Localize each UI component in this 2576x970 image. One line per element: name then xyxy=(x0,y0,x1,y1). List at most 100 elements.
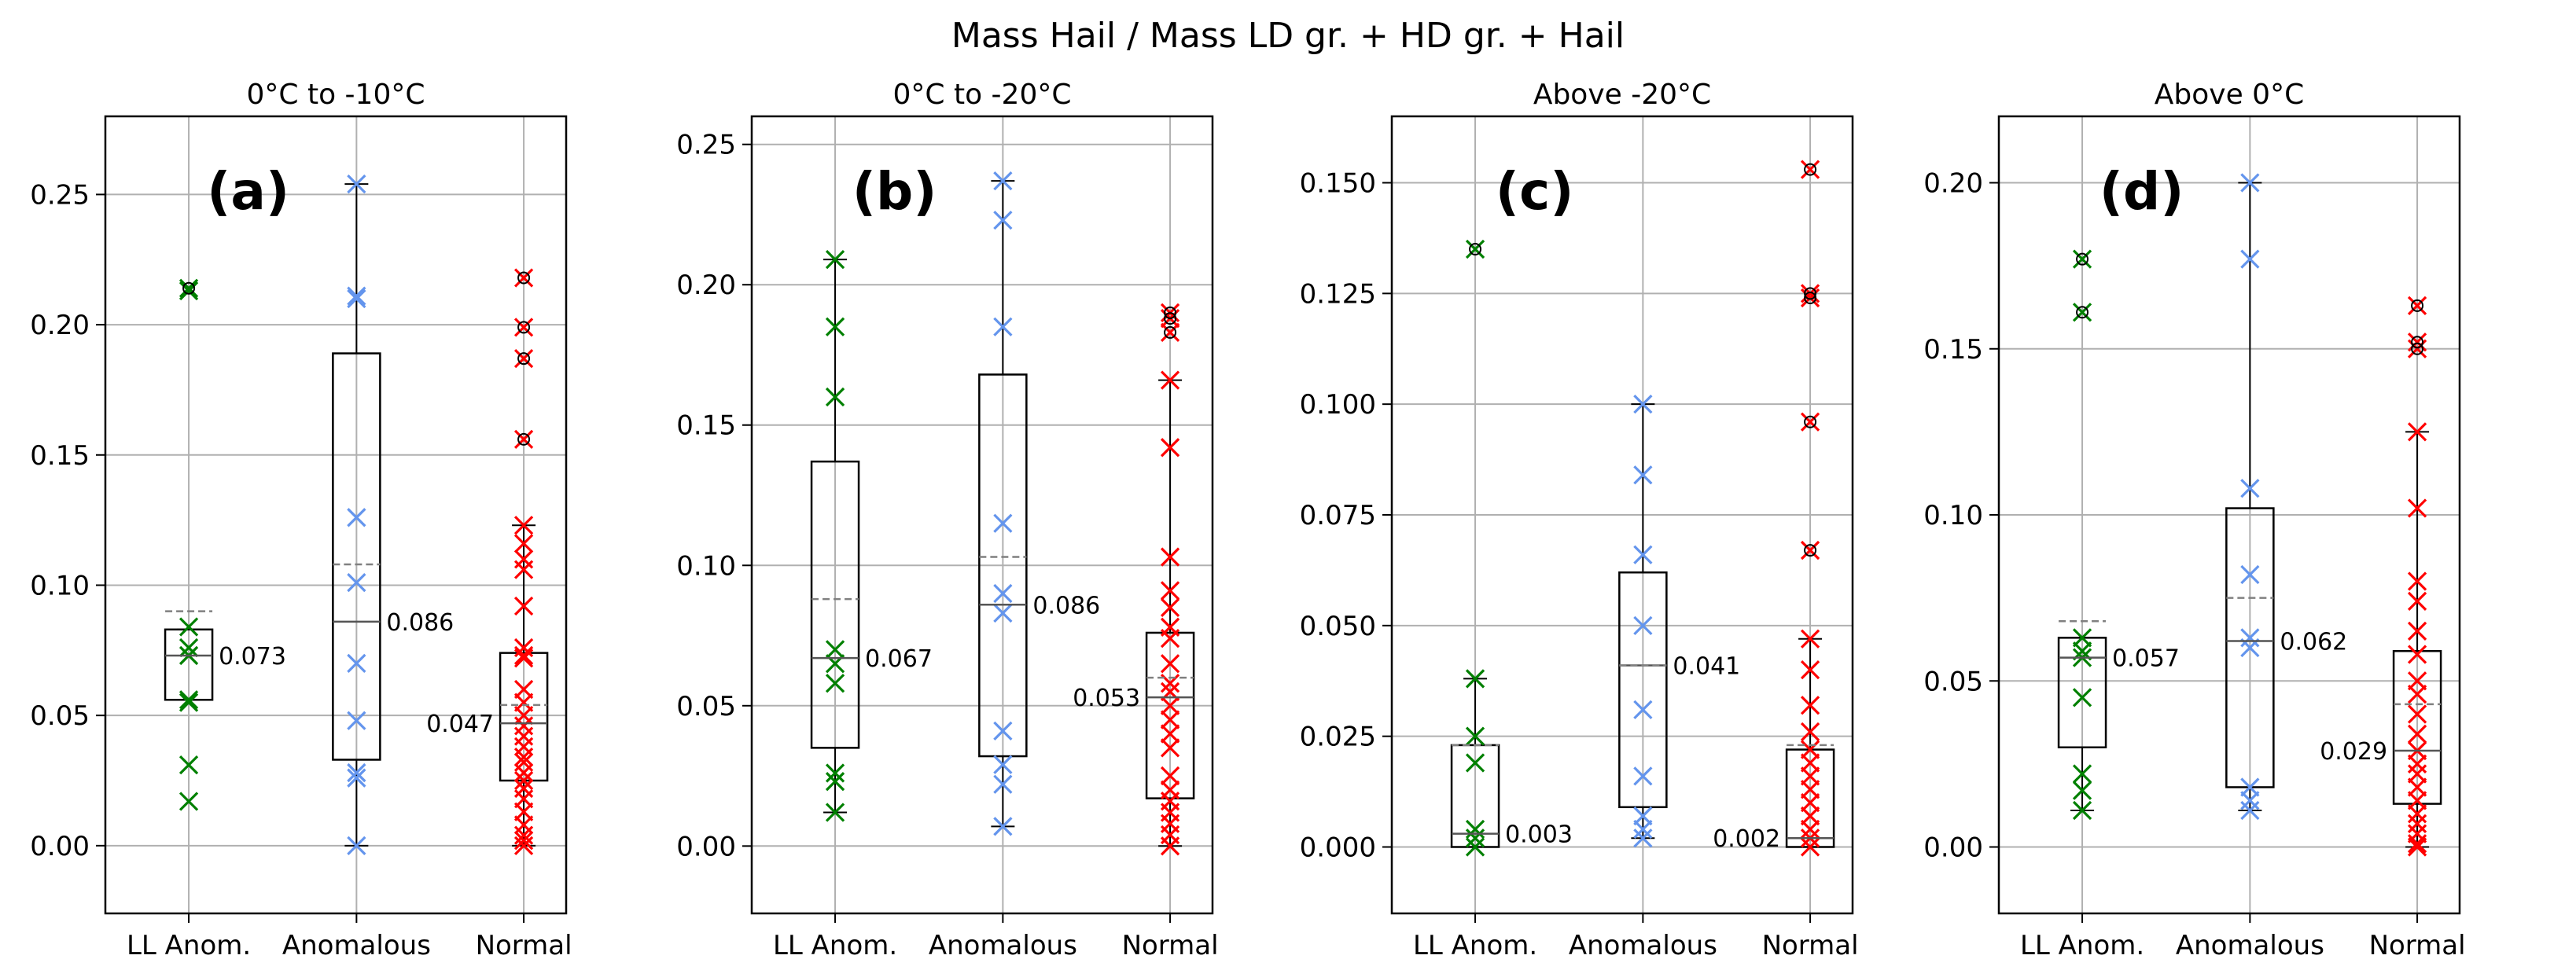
y-tick-label: 0.075 xyxy=(1300,500,1376,531)
box-normal: 0.002 xyxy=(1713,160,1835,857)
panel-label: (c) xyxy=(1496,161,1573,222)
x-tick-label-normal: Normal xyxy=(2369,930,2466,961)
box-anomalous: 0.041 xyxy=(1618,395,1740,848)
data-point xyxy=(993,721,1013,741)
box-iqr xyxy=(978,373,1028,758)
outlier-marker xyxy=(1804,163,1817,176)
data-point xyxy=(2240,564,2260,585)
data-point xyxy=(1800,696,1820,715)
data-point xyxy=(178,690,199,710)
median-label: 0.086 xyxy=(1032,592,1100,619)
data-point xyxy=(1160,547,1180,567)
data-point xyxy=(2407,498,2427,518)
panel-3: Above -20°C 0.000 0.025 0.050 0.075 0.100 0.12… xyxy=(1300,79,1859,961)
data-point xyxy=(178,755,199,775)
data-point xyxy=(1465,829,1485,848)
box-anomalous: 0.086 xyxy=(978,171,1100,836)
outlier-marker xyxy=(182,281,196,295)
data-point xyxy=(1633,829,1653,848)
data-point xyxy=(1800,837,1820,857)
x-tick-label-normal: Normal xyxy=(476,930,572,961)
y-tick-label: 0.150 xyxy=(1300,168,1376,200)
data-point xyxy=(825,249,845,270)
data-point xyxy=(2407,571,2427,591)
box-ll-anom: 0.067 xyxy=(810,249,933,822)
y-tick-label: 0.000 xyxy=(1300,832,1376,864)
data-point xyxy=(513,596,534,616)
data-point xyxy=(347,288,366,309)
data-point xyxy=(1800,412,1820,432)
data-point xyxy=(513,516,534,535)
panel-label: (b) xyxy=(852,161,937,222)
panel-1: 0°C to -10°C 0.00 0.05 0.10 0.15 0.20 0.25 LL A… xyxy=(30,79,572,961)
panel-4: Above 0°C 0.00 0.05 0.10 0.15 0.20 LL Anom. Ano… xyxy=(1923,79,2465,961)
panel-title: Above 0°C xyxy=(2155,79,2304,111)
outlier-marker xyxy=(2411,299,2424,312)
median-label: 0.073 xyxy=(219,643,286,671)
box-ll-anom: 0.003 xyxy=(1450,239,1573,857)
outlier-marker xyxy=(2411,336,2424,349)
data-point xyxy=(993,210,1013,230)
median-label: 0.041 xyxy=(1673,653,1740,681)
data-point xyxy=(2407,724,2427,744)
x-tick-label-ll-anom: LL Anom. xyxy=(127,930,251,961)
data-point xyxy=(2072,303,2092,322)
data-point xyxy=(2240,249,2260,269)
data-point xyxy=(825,317,845,336)
panel-label: (a) xyxy=(207,161,289,222)
panel-title: 0°C to -20°C xyxy=(892,79,1071,111)
outlier-marker xyxy=(1804,291,1817,304)
data-point xyxy=(1633,766,1653,786)
data-point xyxy=(1465,819,1485,840)
outlier-marker xyxy=(517,432,531,446)
box-anomalous: 0.062 xyxy=(2225,173,2347,821)
median-label: 0.086 xyxy=(386,609,454,637)
data-point xyxy=(993,317,1013,336)
data-point xyxy=(347,711,366,730)
data-point xyxy=(1160,724,1180,744)
data-point xyxy=(513,748,534,767)
x-tick-label-anomalous: Anomalous xyxy=(929,930,1077,961)
y-tick-label: 0.05 xyxy=(30,700,90,732)
outlier-marker xyxy=(1804,544,1817,557)
data-point xyxy=(2072,688,2092,707)
data-point xyxy=(2072,249,2092,269)
median-label: 0.053 xyxy=(1073,685,1140,712)
outlier-marker xyxy=(1164,312,1177,325)
box-ll-anom: 0.073 xyxy=(164,278,286,811)
data-point xyxy=(1465,239,1485,259)
y-tick-label: 0.05 xyxy=(676,691,736,722)
data-point xyxy=(1160,438,1180,457)
data-point xyxy=(1160,628,1180,649)
data-point xyxy=(513,268,534,288)
data-point xyxy=(1160,370,1180,390)
data-point xyxy=(513,645,534,666)
data-point xyxy=(347,175,366,194)
outlier-marker xyxy=(2076,252,2089,266)
data-point xyxy=(2240,479,2260,498)
outlier-marker xyxy=(1164,325,1177,339)
data-point xyxy=(2072,764,2092,784)
data-point xyxy=(513,560,534,579)
data-point xyxy=(993,513,1013,533)
outlier-marker xyxy=(2411,342,2424,355)
plot-frame xyxy=(104,115,568,915)
data-point xyxy=(825,772,845,792)
data-point xyxy=(2072,800,2092,821)
box-iqr xyxy=(1145,631,1195,799)
data-point xyxy=(1800,819,1820,840)
data-point xyxy=(1633,545,1653,564)
data-point xyxy=(1160,766,1180,786)
data-point xyxy=(513,836,534,855)
outlier-marker xyxy=(1804,287,1817,300)
data-point xyxy=(347,653,366,674)
data-point xyxy=(1800,160,1820,179)
data-point xyxy=(1160,710,1180,729)
data-point xyxy=(1160,654,1180,674)
data-point xyxy=(1160,581,1180,601)
data-point xyxy=(347,762,366,783)
y-tick-label: 0.20 xyxy=(30,310,90,341)
data-point xyxy=(178,617,199,637)
x-tick-label-ll-anom: LL Anom. xyxy=(1413,930,1537,961)
